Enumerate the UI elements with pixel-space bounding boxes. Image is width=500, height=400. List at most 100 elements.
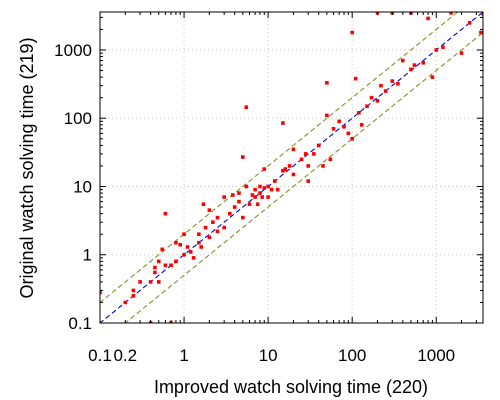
data-point (156, 259, 161, 264)
data-point (241, 215, 245, 220)
data-point (222, 225, 226, 230)
data-point (197, 240, 201, 245)
data-point (353, 76, 358, 81)
data-point (275, 187, 280, 192)
data-point (178, 242, 183, 247)
data-points (100, 12, 483, 323)
x-axis-label: Improved watch solving time (220) (154, 377, 428, 397)
data-point (400, 58, 405, 63)
data-point (321, 164, 325, 168)
data-point (174, 259, 178, 264)
data-point (258, 184, 262, 189)
data-point (375, 99, 380, 103)
data-point (153, 270, 157, 275)
data-point (230, 193, 235, 197)
data-point (188, 250, 193, 254)
data-point (153, 265, 157, 270)
data-point (390, 79, 395, 83)
data-point (266, 195, 270, 199)
data-point (260, 195, 264, 199)
data-point (283, 167, 288, 171)
data-point (434, 48, 439, 52)
data-point (163, 263, 168, 268)
data-point (148, 280, 153, 284)
data-point (191, 256, 196, 260)
data-point (253, 195, 257, 199)
data-point (396, 81, 400, 86)
data-point (262, 167, 267, 171)
data-point (359, 123, 364, 127)
y-tick-labels: 0.1 1 10 100 1000 (54, 41, 92, 333)
data-point (156, 280, 161, 284)
y-tick-label: 0.1 (68, 314, 92, 333)
x-tick-label: 1 (179, 346, 188, 365)
x-tick-label: 0.2 (113, 346, 137, 365)
data-point (182, 232, 186, 236)
data-point (346, 131, 351, 136)
reference-lines (100, 12, 483, 323)
data-point (247, 202, 252, 207)
data-point (207, 235, 212, 240)
data-point (331, 127, 336, 131)
data-point (421, 60, 426, 65)
data-point (185, 245, 190, 249)
data-point (325, 113, 329, 118)
data-point (215, 229, 220, 234)
y-tick-label: 1 (83, 246, 92, 265)
data-point (258, 191, 262, 195)
data-point (459, 51, 464, 55)
data-point (222, 195, 226, 199)
data-point (369, 95, 374, 100)
data-point (197, 232, 201, 236)
y-tick-label: 100 (64, 109, 92, 128)
data-point (291, 147, 296, 152)
data-point (430, 75, 435, 79)
data-point (244, 105, 249, 110)
data-point (182, 252, 186, 257)
x-tick-label: 10 (259, 346, 278, 365)
data-point (479, 30, 483, 35)
data-point (250, 193, 255, 197)
data-point (287, 164, 292, 168)
y-axis-label: Original watch solving time (219) (17, 37, 37, 298)
x-tick-label: 1000 (417, 346, 455, 365)
data-point (299, 157, 304, 162)
axis-ticks (99, 12, 483, 324)
data-point (383, 89, 388, 93)
data-point (337, 119, 341, 124)
data-point (412, 63, 417, 67)
y-tick-label: 10 (73, 177, 92, 196)
data-point (441, 45, 445, 49)
data-point (269, 187, 274, 192)
data-point (174, 240, 178, 245)
data-point (449, 12, 453, 15)
data-point (481, 12, 483, 16)
data-point (201, 202, 206, 207)
data-point (357, 111, 361, 115)
plot-frame (99, 11, 484, 324)
x-tick-labels: 0.1 0.2 1 10 100 1000 (88, 346, 455, 365)
data-point (169, 263, 173, 268)
data-point (237, 199, 241, 204)
data-point (281, 168, 285, 173)
reference-line (124, 31, 483, 323)
data-point (266, 184, 270, 189)
data-point (255, 202, 260, 207)
data-point (123, 300, 128, 305)
data-point (211, 220, 215, 224)
data-point (306, 164, 311, 168)
data-point (244, 184, 249, 189)
data-point (328, 157, 333, 162)
data-point (342, 124, 346, 129)
data-point (131, 294, 136, 298)
data-point (316, 143, 321, 148)
data-point (291, 172, 296, 177)
reference-line (100, 12, 459, 304)
data-point (379, 83, 383, 88)
data-point (272, 179, 277, 183)
data-point (281, 121, 285, 125)
reference-line (100, 12, 483, 323)
data-point (241, 155, 245, 159)
data-point (160, 247, 165, 252)
